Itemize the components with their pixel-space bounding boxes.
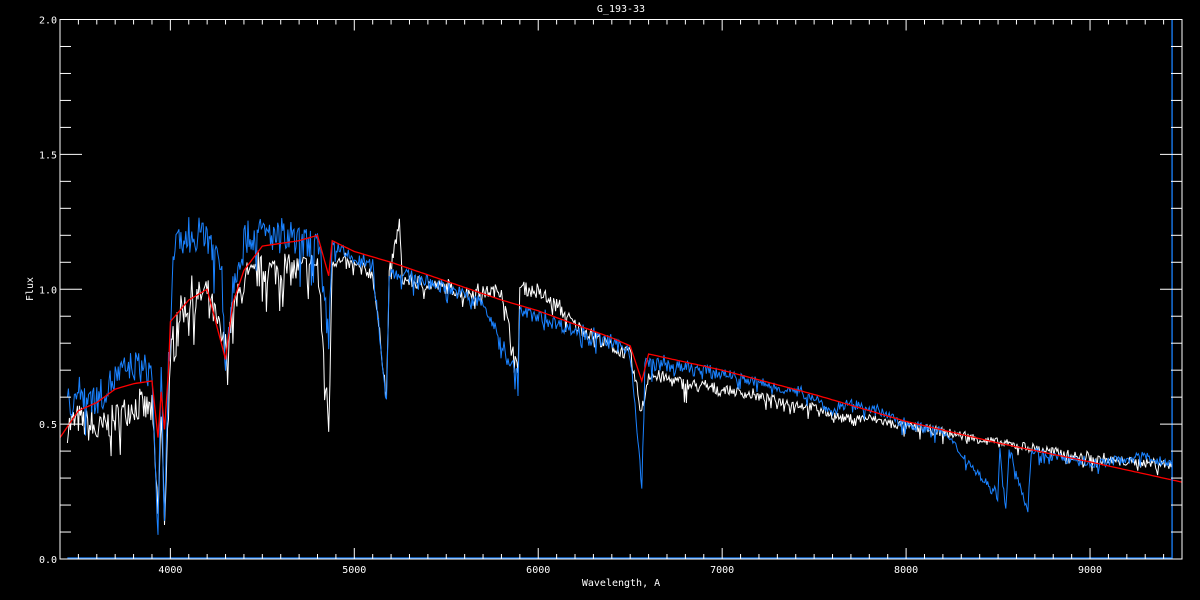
chart-title: G_193-33 <box>597 4 645 15</box>
y-tick-label: 1.5 <box>39 150 57 161</box>
x-tick-label: 9000 <box>1078 565 1102 576</box>
y-tick-label: 0.5 <box>39 420 57 431</box>
x-tick-label: 7000 <box>710 565 734 576</box>
series-line-2 <box>59 234 1183 483</box>
y-axis-label: Flux <box>25 277 36 301</box>
x-axis-label: Wavelength, A <box>582 578 660 589</box>
series-layer <box>59 19 1183 559</box>
x-tick-label: 8000 <box>894 565 918 576</box>
x-tick-label: 5000 <box>342 565 366 576</box>
x-tick-label: 4000 <box>158 565 182 576</box>
plot-frame <box>59 19 1183 560</box>
y-tick-label: 0.0 <box>39 555 57 566</box>
x-tick-label: 6000 <box>526 565 550 576</box>
axes-layer: 4000 5000 6000 7000 8000 9000 0.0 0.5 1.0 1.5 2.0 <box>39 16 1183 576</box>
series-line-0 <box>66 218 1173 526</box>
y-tick-label: 2.0 <box>39 16 57 27</box>
y-tick-label: 1.0 <box>39 285 57 296</box>
series-line-1 <box>66 217 1173 535</box>
